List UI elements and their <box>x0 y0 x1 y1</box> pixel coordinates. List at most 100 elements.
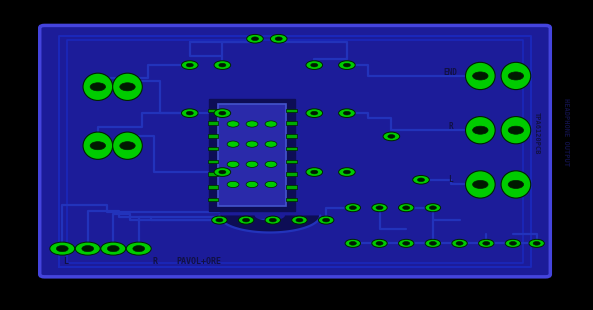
Ellipse shape <box>466 117 495 144</box>
Circle shape <box>101 242 126 255</box>
Circle shape <box>265 141 277 147</box>
Circle shape <box>186 111 193 115</box>
Circle shape <box>212 216 227 224</box>
Circle shape <box>133 246 145 252</box>
Circle shape <box>227 161 239 167</box>
Circle shape <box>483 241 490 245</box>
Circle shape <box>339 168 355 176</box>
Circle shape <box>251 37 259 41</box>
Circle shape <box>376 206 383 210</box>
Circle shape <box>533 241 540 245</box>
Circle shape <box>529 239 544 247</box>
Circle shape <box>270 34 287 43</box>
Circle shape <box>265 121 277 127</box>
Circle shape <box>417 178 425 182</box>
Circle shape <box>403 241 410 245</box>
Circle shape <box>343 170 350 174</box>
Ellipse shape <box>501 117 531 144</box>
Circle shape <box>246 181 258 188</box>
Circle shape <box>275 37 282 41</box>
Circle shape <box>383 132 400 141</box>
Circle shape <box>216 218 223 222</box>
Circle shape <box>247 34 263 43</box>
Circle shape <box>296 218 303 222</box>
Text: R: R <box>153 257 158 267</box>
Circle shape <box>238 216 254 224</box>
Circle shape <box>376 241 383 245</box>
Circle shape <box>306 61 323 69</box>
FancyBboxPatch shape <box>40 25 550 277</box>
Circle shape <box>82 246 94 252</box>
Circle shape <box>429 206 436 210</box>
Circle shape <box>219 63 226 67</box>
Circle shape <box>372 239 387 247</box>
Ellipse shape <box>466 62 495 90</box>
Circle shape <box>90 142 106 150</box>
Circle shape <box>265 161 277 167</box>
Bar <box>208 134 218 138</box>
Circle shape <box>56 246 68 252</box>
Bar <box>286 134 296 138</box>
Circle shape <box>311 111 318 115</box>
Circle shape <box>246 141 258 147</box>
Circle shape <box>246 121 258 127</box>
Circle shape <box>429 241 436 245</box>
Circle shape <box>292 216 307 224</box>
Circle shape <box>323 218 330 222</box>
Circle shape <box>311 63 318 67</box>
Bar <box>286 185 296 189</box>
Circle shape <box>398 204 414 212</box>
Text: END: END <box>444 68 458 78</box>
Circle shape <box>343 63 350 67</box>
Ellipse shape <box>501 62 531 90</box>
Bar <box>286 121 296 125</box>
Circle shape <box>306 168 323 176</box>
Bar <box>208 108 218 112</box>
Circle shape <box>508 180 524 188</box>
Circle shape <box>269 218 276 222</box>
Circle shape <box>219 111 226 115</box>
Circle shape <box>413 175 429 184</box>
Circle shape <box>181 61 198 69</box>
Circle shape <box>126 242 151 255</box>
Text: L: L <box>448 175 453 184</box>
Circle shape <box>349 206 356 210</box>
Circle shape <box>372 204 387 212</box>
Circle shape <box>479 239 494 247</box>
Circle shape <box>265 181 277 188</box>
Bar <box>286 108 296 112</box>
Text: R: R <box>448 122 453 131</box>
Circle shape <box>345 204 361 212</box>
Circle shape <box>345 239 361 247</box>
Bar <box>208 185 218 189</box>
Circle shape <box>90 83 106 91</box>
Circle shape <box>107 246 119 252</box>
Circle shape <box>311 170 318 174</box>
Circle shape <box>508 126 524 134</box>
Bar <box>208 198 218 202</box>
Circle shape <box>243 218 250 222</box>
Bar <box>286 160 296 163</box>
Circle shape <box>339 109 355 117</box>
Circle shape <box>75 242 100 255</box>
Circle shape <box>473 126 488 134</box>
Bar <box>208 147 218 150</box>
Bar <box>286 172 296 176</box>
Circle shape <box>452 239 467 247</box>
Circle shape <box>473 72 488 80</box>
Ellipse shape <box>83 73 113 100</box>
Polygon shape <box>219 215 320 232</box>
Text: TPA6120PCB: TPA6120PCB <box>534 112 540 155</box>
Ellipse shape <box>113 132 142 159</box>
Text: HEADPHONE OUTPUT: HEADPHONE OUTPUT <box>563 98 569 166</box>
Bar <box>218 104 286 206</box>
Circle shape <box>398 239 414 247</box>
Bar <box>208 160 218 163</box>
Circle shape <box>219 170 226 174</box>
Circle shape <box>120 142 135 150</box>
Circle shape <box>214 168 231 176</box>
Circle shape <box>425 204 441 212</box>
Circle shape <box>403 206 410 210</box>
Bar <box>286 147 296 150</box>
Circle shape <box>509 241 517 245</box>
